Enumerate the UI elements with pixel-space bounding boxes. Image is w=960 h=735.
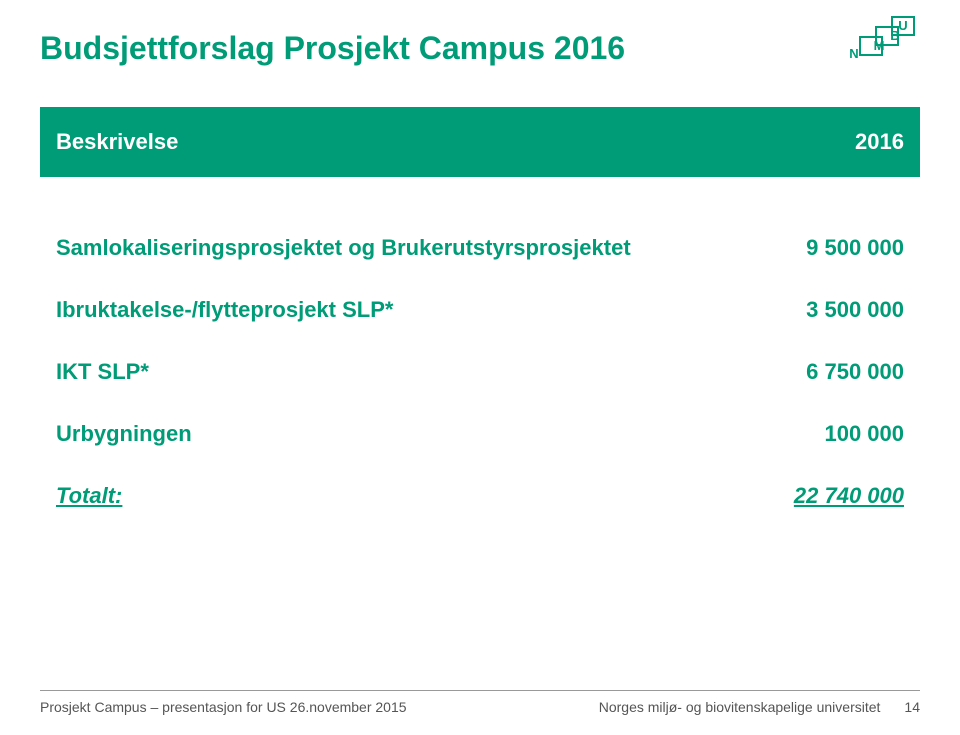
footer-right: Norges miljø- og biovitenskapelige unive…	[599, 699, 920, 715]
table-spacer	[40, 177, 920, 217]
svg-text:N: N	[849, 46, 858, 61]
col-header-year: 2016	[731, 107, 920, 177]
svg-text:B: B	[890, 28, 899, 43]
table-total-row: Totalt: 22 740 000	[40, 465, 920, 527]
cell-value: 9 500 000	[731, 217, 920, 279]
cell-desc: IKT SLP*	[40, 341, 731, 403]
footer-page-number: 14	[904, 699, 920, 715]
footer: Prosjekt Campus – presentasjon for US 26…	[40, 690, 920, 715]
cell-value: 22 740 000	[731, 465, 920, 527]
table-row: Urbygningen 100 000	[40, 403, 920, 465]
cell-value: 6 750 000	[731, 341, 920, 403]
slide: U B M N Budsjettforslag Prosjekt Campus …	[0, 0, 960, 735]
cell-desc: Samlokaliseringsprosjektet og Brukerutst…	[40, 217, 731, 279]
cell-desc: Totalt:	[40, 465, 731, 527]
cell-desc: Ibruktakelse-/flytteprosjekt SLP*	[40, 279, 731, 341]
cell-value: 100 000	[731, 403, 920, 465]
table-row: IKT SLP* 6 750 000	[40, 341, 920, 403]
nmbu-logo: U B M N	[840, 15, 920, 80]
svg-text:U: U	[898, 18, 907, 33]
footer-org: Norges miljø- og biovitenskapelige unive…	[599, 699, 881, 715]
page-title: Budsjettforslag Prosjekt Campus 2016	[40, 30, 920, 67]
col-header-desc: Beskrivelse	[40, 107, 731, 177]
svg-text:M: M	[874, 38, 885, 53]
cell-value: 3 500 000	[731, 279, 920, 341]
table-row: Samlokaliseringsprosjektet og Brukerutst…	[40, 217, 920, 279]
table-header-row: Beskrivelse 2016	[40, 107, 920, 177]
footer-left: Prosjekt Campus – presentasjon for US 26…	[40, 699, 407, 715]
cell-desc: Urbygningen	[40, 403, 731, 465]
budget-table: Beskrivelse 2016 Samlokaliseringsprosjek…	[40, 107, 920, 527]
table-row: Ibruktakelse-/flytteprosjekt SLP* 3 500 …	[40, 279, 920, 341]
